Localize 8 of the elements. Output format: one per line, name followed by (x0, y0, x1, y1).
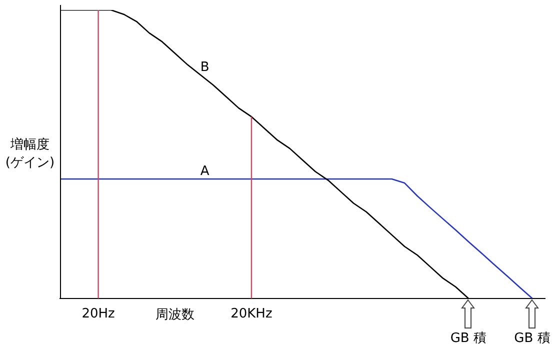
text: GB 積 (513, 330, 552, 348)
series-label: A (200, 164, 210, 179)
series-label: B (200, 60, 210, 75)
x-tick-label: 20Hz (82, 306, 116, 322)
x-axis-title: 周波数 (155, 307, 194, 322)
text: GB 積 (449, 330, 488, 348)
y-axis-title: 増幅度 (ゲイン) (5, 136, 55, 171)
x-tick-label: 20KHz (230, 306, 272, 322)
